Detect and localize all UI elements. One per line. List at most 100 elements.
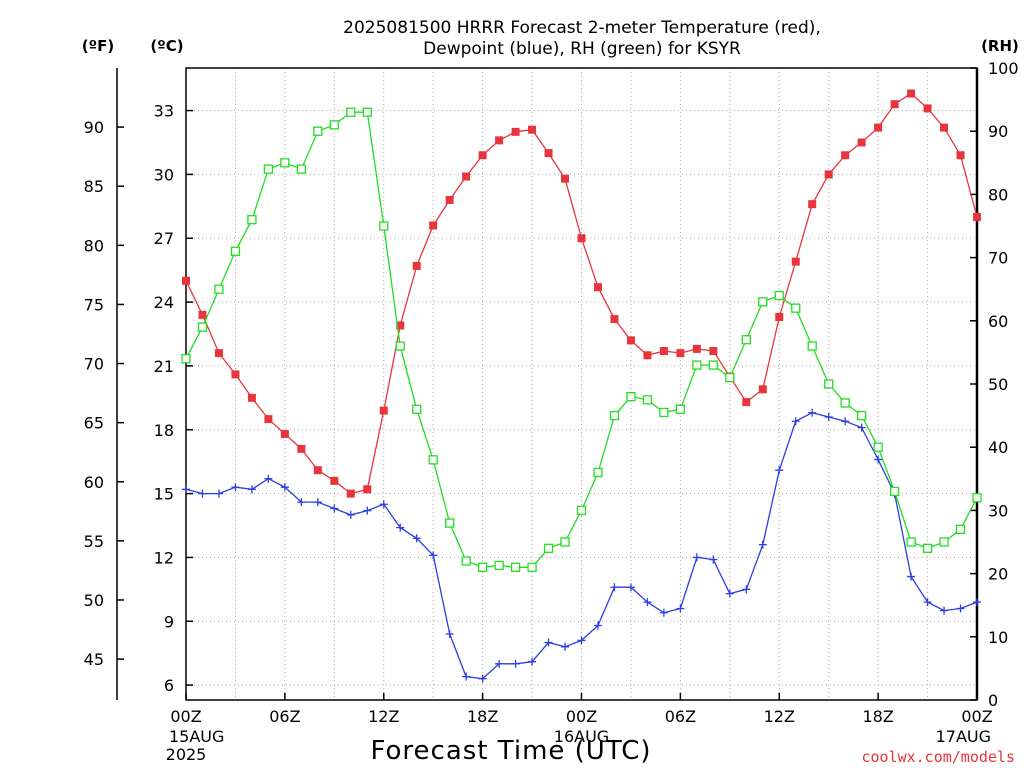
rh-point (197, 322, 208, 332)
temperature-point (429, 221, 438, 230)
temperature-point (758, 385, 767, 394)
rh-point (313, 126, 323, 136)
dewpoint-point (725, 589, 734, 598)
temperature-point (561, 174, 570, 183)
dewpoint-point (445, 630, 454, 639)
rh-point (543, 543, 554, 553)
fahrenheit-unit-label: (ºF) (82, 37, 114, 55)
rh-point (181, 354, 191, 364)
dewpoint-point (214, 489, 223, 498)
temperature-point (231, 370, 240, 379)
dewpoint-point (495, 659, 504, 668)
dewpoint-point (593, 621, 602, 630)
celsius-tick-label: 15 (154, 485, 174, 504)
temperature-point (742, 398, 751, 407)
rh-point (824, 379, 834, 389)
x-tick-label: 18Z (862, 707, 893, 726)
rh-point (774, 290, 784, 301)
dewpoint-point (824, 412, 833, 421)
dewpoint-point (429, 551, 438, 560)
temperature-point (478, 151, 487, 160)
fahrenheit-tick-label: 90 (84, 118, 104, 137)
dewpoint-point (808, 408, 817, 417)
temperature-line (185, 92, 978, 495)
dewpoint-point (346, 510, 355, 519)
dewpoint-point (198, 489, 207, 498)
axes (116, 67, 979, 701)
x-axis-label: Forecast Time (UTC) (370, 736, 651, 766)
rh-point (642, 395, 653, 405)
fahrenheit-tick-label: 50 (84, 591, 104, 610)
data-series (181, 89, 982, 683)
rh-point (560, 537, 570, 547)
rh-point (214, 284, 224, 294)
rh-point (510, 562, 521, 572)
rh-tick-label: 0 (988, 691, 998, 710)
fahrenheit-tick-label: 65 (84, 414, 104, 433)
dewpoint-point (857, 423, 866, 432)
temperature-point (593, 283, 602, 292)
temperature-point (791, 257, 800, 266)
x-tick-label: 06Z (269, 707, 300, 726)
dewpoint-point (676, 604, 685, 613)
dewpoint-point (874, 455, 883, 464)
celsius-tick-label: 18 (154, 421, 174, 440)
x-date-label: 16AUG (554, 727, 609, 746)
dewpoint-point (610, 583, 619, 592)
dewpoint-point (775, 466, 784, 475)
temperature-point (857, 138, 866, 147)
x-tick-label: 00Z (961, 707, 992, 726)
fahrenheit-tick-label: 60 (84, 473, 104, 492)
temperature-point (330, 476, 339, 485)
dewpoint-point (330, 504, 339, 513)
temperature-point (643, 351, 652, 360)
celsius-tick-label: 24 (154, 293, 174, 312)
rh-point (889, 486, 900, 497)
rh-point (741, 335, 751, 345)
temperature-point (379, 406, 388, 415)
temperature-point (182, 276, 190, 285)
rh-point (230, 246, 241, 256)
rh-point (955, 524, 966, 535)
dewpoint-point (528, 657, 537, 666)
rh-point (906, 537, 916, 547)
temperature-point (264, 415, 273, 424)
temperature-point (676, 349, 685, 358)
temperature-point (923, 104, 932, 113)
rh-tick-label: 80 (988, 185, 1008, 204)
dewpoint-point (511, 659, 520, 668)
dewpoint-point (561, 642, 570, 651)
temperature-point (610, 315, 619, 324)
dewpoint-point (247, 485, 256, 494)
rh-point (247, 215, 257, 225)
rh-point (856, 410, 867, 421)
rh-point (461, 556, 471, 566)
rh-point (609, 410, 620, 421)
temperature-point (824, 170, 833, 179)
temperature-point (445, 195, 454, 204)
tick-labels: 45 50 55 60 65 70 75 80 85 90 6 9 12 15 18 21 24 27 30 33 0 1… (84, 59, 1019, 764)
temperature-point (956, 151, 965, 160)
rh-point (791, 303, 801, 313)
temperature-point (396, 321, 405, 330)
rh-tick-label: 40 (988, 438, 1008, 457)
x-tick-label: 12Z (764, 707, 795, 726)
temperature-point (280, 430, 289, 439)
temperature-point (890, 100, 899, 109)
rh-point (626, 391, 636, 402)
temperature-point (462, 172, 471, 181)
dewpoint-point (692, 553, 701, 562)
rh-tick-label: 90 (988, 122, 1008, 141)
rh-point (428, 455, 438, 465)
rh-point (280, 158, 290, 168)
celsius-tick-label: 9 (164, 612, 174, 631)
rh-point (708, 360, 718, 370)
fahrenheit-tick-label: 45 (84, 650, 104, 669)
dewpoint-point (462, 672, 471, 681)
rh-point (362, 107, 372, 117)
rh-point (576, 505, 587, 516)
temperature-point (940, 123, 949, 132)
rh-point (445, 518, 455, 528)
celsius-unit-label: (ºC) (150, 37, 183, 55)
temperature-point (198, 310, 207, 319)
